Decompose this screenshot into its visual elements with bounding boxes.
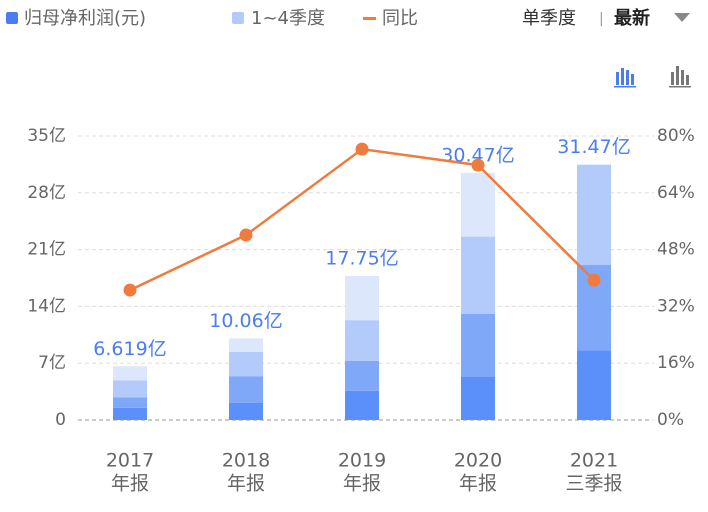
value-label: 30.47亿 xyxy=(441,144,514,166)
legend-swatch xyxy=(6,12,18,24)
value-label: 17.75亿 xyxy=(325,247,398,269)
legend-swatch xyxy=(363,17,376,20)
y2-tick-label: 32% xyxy=(657,296,695,316)
bar-segment xyxy=(577,350,611,420)
value-label: 10.06亿 xyxy=(209,310,282,332)
y2-tick-label: 48% xyxy=(657,240,695,260)
bar-segment xyxy=(229,402,263,420)
bar-segment xyxy=(461,236,495,314)
x-tick-label: 2020 xyxy=(454,450,502,472)
bar-segment xyxy=(345,320,379,361)
sort-toggle[interactable]: 最新 xyxy=(614,7,650,29)
legend-label: 1~4季度 xyxy=(251,8,325,29)
bar-segment xyxy=(461,313,495,377)
bar-segment xyxy=(113,366,147,381)
bar-segment xyxy=(113,397,147,408)
bar-segment xyxy=(113,407,147,420)
bar-segment xyxy=(345,360,379,391)
yoy-point xyxy=(123,283,137,297)
x-tick-label: 2017 xyxy=(106,450,154,472)
y2-tick-label: 64% xyxy=(657,183,695,203)
dropdown-arrow[interactable] xyxy=(674,13,690,22)
y2-tick-label: 0% xyxy=(657,410,684,430)
y-tick-label: 7亿 xyxy=(38,353,66,373)
value-label: 6.619亿 xyxy=(93,338,166,360)
yoy-point xyxy=(587,273,601,287)
x-tick-label: 2021 xyxy=(570,450,618,472)
x-tick-sublabel: 年报 xyxy=(227,473,265,495)
y-tick-label: 28亿 xyxy=(27,183,66,203)
bar-segment xyxy=(229,351,263,377)
x-tick-sublabel: 年报 xyxy=(343,473,381,495)
legend-label: 归母净利润(元) xyxy=(24,8,146,29)
y2-tick-label: 16% xyxy=(657,353,695,373)
x-tick-label: 2019 xyxy=(338,450,386,472)
legend-swatch xyxy=(232,12,244,24)
yoy-point xyxy=(471,158,485,172)
yoy-point xyxy=(239,228,253,242)
bar-segment xyxy=(345,390,379,420)
y-tick-label: 14亿 xyxy=(27,296,66,316)
yoy-point xyxy=(355,142,369,156)
bar-segment xyxy=(113,380,147,398)
bar-segment xyxy=(229,338,263,352)
y-tick-label: 21亿 xyxy=(27,240,66,260)
x-tick-sublabel: 年报 xyxy=(459,473,497,495)
bar-icon[interactable] xyxy=(669,66,691,88)
bar-segment xyxy=(229,376,263,403)
x-tick-label: 2018 xyxy=(222,450,270,472)
value-label: 31.47亿 xyxy=(557,136,630,158)
bar-segment xyxy=(461,172,495,237)
bar-segment xyxy=(345,275,379,321)
y-tick-label: 35亿 xyxy=(27,126,66,146)
separator: | xyxy=(599,11,604,27)
bar-segment xyxy=(461,376,495,420)
stacked-icon[interactable] xyxy=(614,68,636,88)
y2-tick-label: 80% xyxy=(657,126,695,146)
bar-segment xyxy=(577,164,611,266)
period-toggle[interactable]: 单季度 xyxy=(522,8,576,29)
x-tick-sublabel: 年报 xyxy=(111,473,149,495)
y-tick-label: 0 xyxy=(55,410,66,430)
x-tick-sublabel: 三季报 xyxy=(565,473,622,495)
legend-label: 同比 xyxy=(382,8,418,29)
